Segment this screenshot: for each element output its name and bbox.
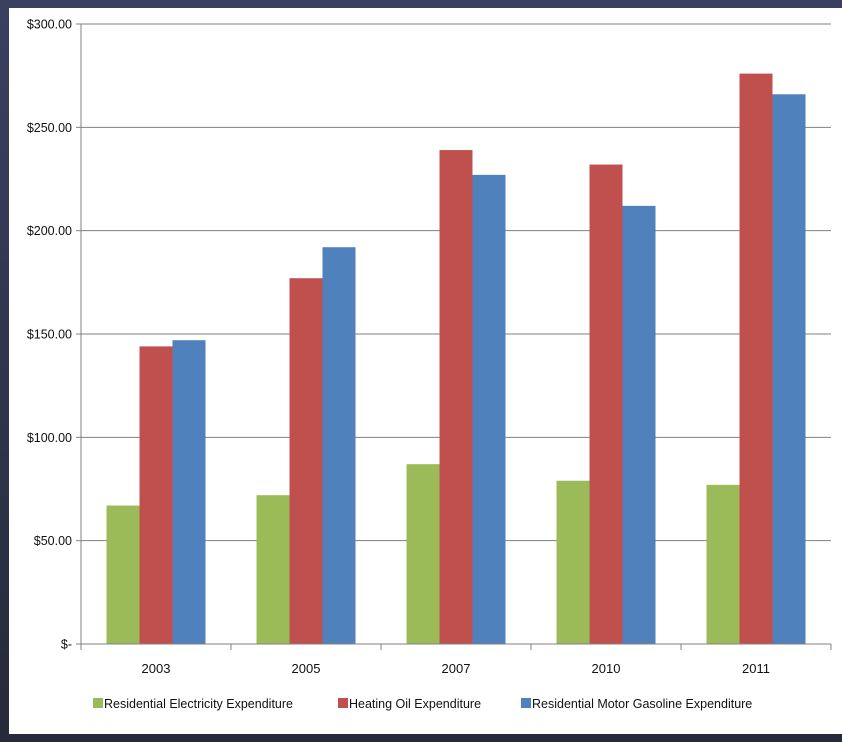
x-axis-tick-labels: 2003 2005 2007 2010 2011 bbox=[142, 661, 770, 676]
y-axis-tick-labels: $300.00 $250.00 $200.00 $150.00 $100.00 $50.0… bbox=[27, 18, 72, 652]
y-tick-label: $100.00 bbox=[27, 431, 72, 445]
legend-item: Heating Oil Expenditure bbox=[338, 697, 481, 711]
bar-residential-motor-gasoline-expenditure-2010 bbox=[622, 205, 656, 644]
bar-series bbox=[106, 73, 806, 645]
legend-label: Heating Oil Expenditure bbox=[349, 697, 481, 711]
y-tick-label: $150.00 bbox=[27, 328, 72, 342]
bar-heating-oil-expenditure-2003 bbox=[139, 346, 173, 644]
x-tick-label: 2005 bbox=[292, 661, 321, 676]
axes bbox=[76, 23, 832, 650]
bar-chart: $300.00 $250.00 $200.00 $150.00 $100.00 $50.0… bbox=[27, 18, 832, 711]
y-tick-label: $- bbox=[61, 638, 72, 652]
x-tick-label: 2011 bbox=[742, 661, 770, 676]
bar-heating-oil-expenditure-2010 bbox=[589, 164, 623, 645]
legend: Residential Electricity Expenditure Heati… bbox=[93, 697, 752, 711]
y-tick-label: $50.00 bbox=[34, 534, 72, 548]
bar-residential-motor-gasoline-expenditure-2003 bbox=[172, 340, 206, 644]
bar-residential-electricity-expenditure-2003 bbox=[106, 505, 140, 644]
x-tick-label: 2003 bbox=[142, 661, 171, 676]
bar-heating-oil-expenditure-2011 bbox=[739, 73, 773, 645]
bar-residential-electricity-expenditure-2010 bbox=[556, 480, 590, 644]
chart-panel: $300.00 $250.00 $200.00 $150.00 $100.00 $50.0… bbox=[9, 8, 842, 734]
legend-swatch bbox=[521, 698, 531, 708]
bar-heating-oil-expenditure-2007 bbox=[439, 150, 473, 645]
y-tick-label: $300.00 bbox=[27, 18, 72, 32]
legend-label: Residential Electricity Expenditure bbox=[104, 697, 293, 711]
bar-residential-motor-gasoline-expenditure-2011 bbox=[772, 94, 806, 645]
x-tick-label: 2010 bbox=[592, 661, 621, 676]
legend-swatch bbox=[338, 698, 348, 708]
legend-item: Residential Motor Gasoline Expenditure bbox=[521, 697, 752, 711]
x-tick-label: 2007 bbox=[442, 661, 471, 676]
bar-residential-motor-gasoline-expenditure-2005 bbox=[322, 247, 356, 644]
y-tick-label: $250.00 bbox=[27, 121, 72, 135]
bar-residential-electricity-expenditure-2011 bbox=[706, 484, 740, 644]
y-tick-label: $200.00 bbox=[27, 224, 72, 238]
bar-residential-electricity-expenditure-2007 bbox=[406, 464, 440, 644]
bar-residential-motor-gasoline-expenditure-2007 bbox=[472, 174, 506, 644]
legend-swatch bbox=[93, 698, 103, 708]
legend-label: Residential Motor Gasoline Expenditure bbox=[532, 697, 752, 711]
bar-residential-electricity-expenditure-2005 bbox=[256, 495, 290, 644]
bar-heating-oil-expenditure-2005 bbox=[289, 278, 323, 644]
legend-item: Residential Electricity Expenditure bbox=[93, 697, 293, 711]
